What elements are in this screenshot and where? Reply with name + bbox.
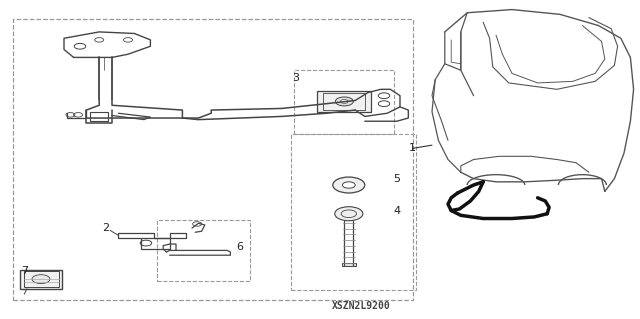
Circle shape — [335, 207, 363, 221]
Circle shape — [342, 182, 355, 188]
Text: 5: 5 — [394, 174, 400, 184]
Text: 3: 3 — [292, 73, 299, 83]
Circle shape — [32, 275, 50, 284]
Bar — [294, 70, 394, 134]
Text: XSZN2L9200: XSZN2L9200 — [332, 301, 391, 311]
Bar — [24, 271, 59, 287]
FancyBboxPatch shape — [317, 91, 371, 112]
Text: 7: 7 — [20, 266, 28, 276]
Bar — [323, 93, 365, 110]
Bar — [13, 19, 413, 300]
Bar — [342, 263, 356, 266]
Text: 1: 1 — [410, 143, 416, 153]
Bar — [20, 270, 62, 289]
Circle shape — [340, 100, 348, 103]
Text: 6: 6 — [237, 242, 243, 252]
Bar — [157, 220, 250, 281]
Circle shape — [333, 177, 365, 193]
Bar — [291, 134, 416, 290]
Bar — [90, 112, 108, 121]
Text: 2: 2 — [102, 223, 109, 233]
Circle shape — [335, 97, 353, 106]
Text: 4: 4 — [393, 205, 401, 216]
